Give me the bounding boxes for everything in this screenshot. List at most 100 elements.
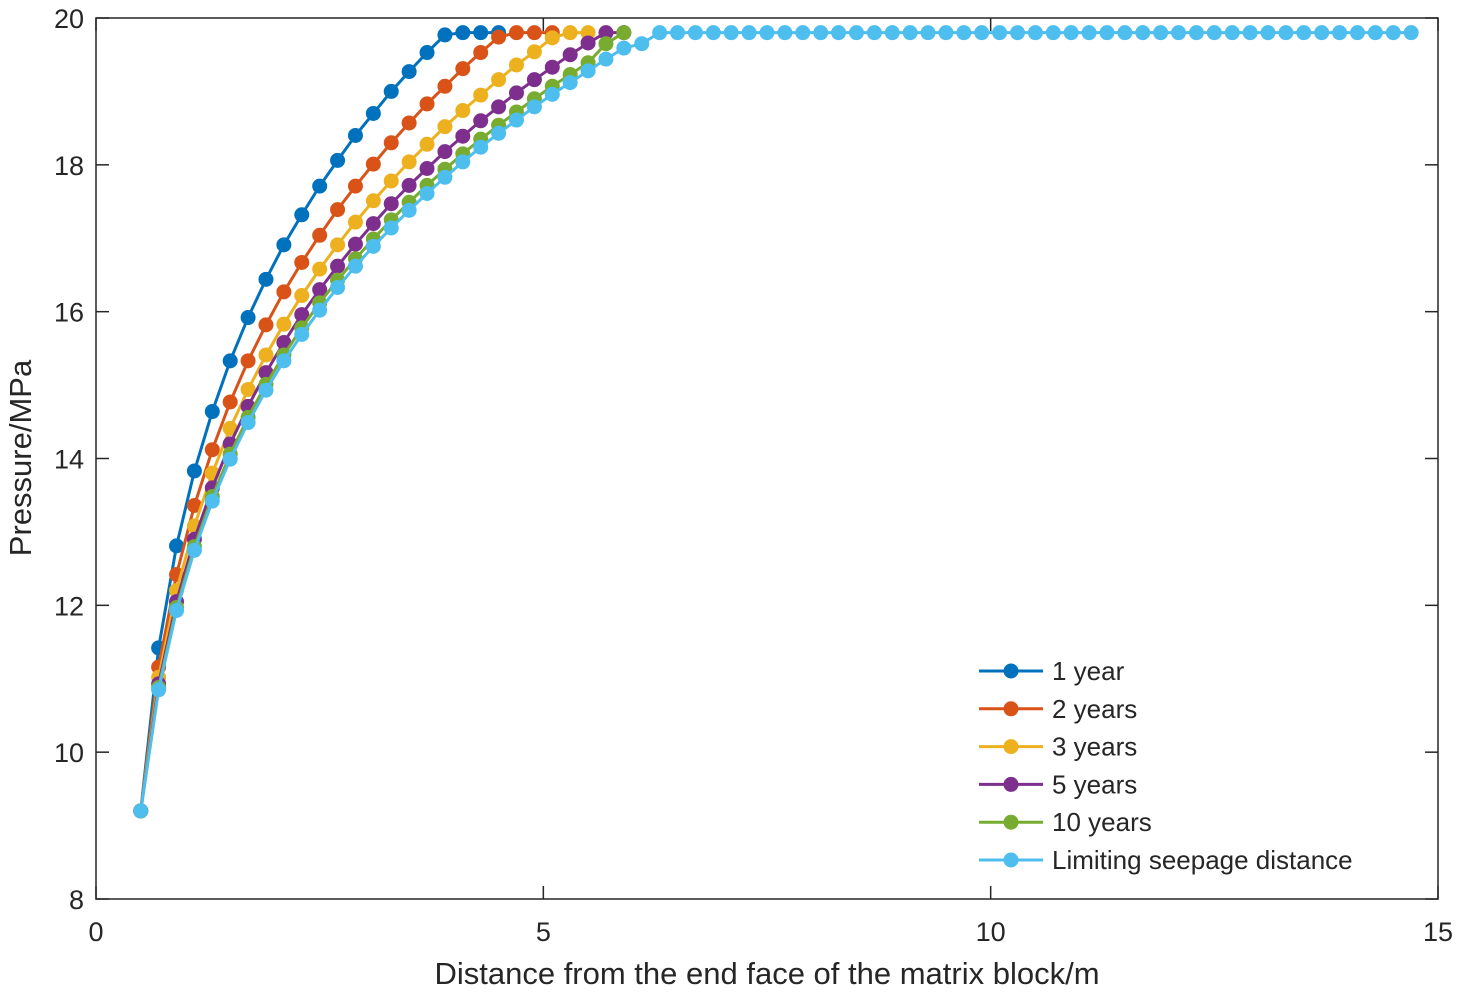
- data-point: [347, 214, 363, 230]
- data-point: [1117, 25, 1133, 41]
- data-point: [455, 61, 471, 77]
- data-point: [133, 803, 149, 819]
- data-point: [974, 25, 990, 41]
- data-point: [294, 288, 310, 304]
- data-point: [222, 394, 238, 410]
- data-point: [294, 207, 310, 223]
- data-point: [1349, 25, 1365, 41]
- data-point: [419, 185, 435, 201]
- series-line: [139, 31, 625, 812]
- data-point: [1027, 25, 1043, 41]
- data-point: [473, 25, 489, 41]
- data-point: [455, 128, 471, 144]
- data-point: [723, 25, 739, 41]
- data-point: [1188, 25, 1204, 41]
- y-tick-label: 20: [54, 4, 84, 34]
- data-point: [365, 238, 381, 254]
- legend-label: 1 year: [1052, 656, 1125, 686]
- data-point: [652, 25, 668, 41]
- data-point: [938, 25, 954, 41]
- data-point: [562, 25, 578, 41]
- x-tick-label: 15: [1423, 917, 1453, 947]
- data-point: [508, 25, 524, 41]
- data-point: [437, 169, 453, 185]
- data-point: [312, 302, 328, 318]
- data-point: [365, 216, 381, 232]
- x-tick-label: 10: [976, 917, 1006, 947]
- data-point: [276, 353, 292, 369]
- data-point: [544, 59, 560, 75]
- data-point: [526, 44, 542, 60]
- data-point: [222, 420, 238, 436]
- x-tick-label: 0: [88, 917, 103, 947]
- x-tick-label: 5: [536, 917, 551, 947]
- data-point: [759, 25, 775, 41]
- data-point: [204, 404, 220, 420]
- data-point: [258, 347, 274, 363]
- data-point: [347, 258, 363, 274]
- data-point: [383, 83, 399, 99]
- data-point: [884, 25, 900, 41]
- data-point: [437, 78, 453, 94]
- legend-marker: [1003, 852, 1019, 868]
- data-point: [634, 36, 650, 52]
- data-point: [276, 335, 292, 350]
- legend-marker: [1003, 814, 1019, 830]
- data-point: [1296, 25, 1312, 41]
- data-point: [1081, 25, 1097, 41]
- data-point: [276, 316, 292, 332]
- data-point: [920, 25, 936, 41]
- data-point: [687, 25, 703, 41]
- data-point: [1314, 25, 1330, 41]
- data-point: [670, 25, 686, 41]
- data-point: [580, 63, 596, 79]
- data-point: [330, 279, 346, 295]
- data-point: [1278, 25, 1294, 41]
- data-point: [401, 64, 417, 80]
- data-point: [1367, 25, 1383, 41]
- data-point: [598, 51, 614, 67]
- data-point: [347, 178, 363, 194]
- data-point: [276, 237, 292, 253]
- legend-item: 3 years: [979, 732, 1137, 762]
- legend-label: Limiting seepage distance: [1052, 845, 1353, 875]
- data-point: [294, 326, 310, 342]
- data-point: [419, 161, 435, 176]
- data-point: [312, 227, 328, 243]
- data-point: [330, 152, 346, 168]
- data-point: [222, 451, 238, 467]
- data-point: [902, 25, 918, 41]
- data-point: [777, 25, 793, 41]
- data-point: [347, 127, 363, 143]
- data-point: [401, 177, 417, 193]
- data-point: [508, 57, 524, 73]
- data-point: [1153, 25, 1169, 41]
- x-axis-label: Distance from the end face of the matrix…: [434, 956, 1099, 991]
- data-point: [419, 96, 435, 112]
- data-point: [240, 381, 256, 397]
- legend-marker: [1003, 776, 1019, 792]
- data-point: [222, 353, 238, 369]
- data-point: [204, 493, 220, 509]
- data-point: [347, 236, 363, 252]
- data-point: [1010, 25, 1026, 41]
- data-point: [491, 29, 507, 45]
- legend-label: 3 years: [1052, 732, 1137, 762]
- data-point: [526, 99, 542, 115]
- y-tick-label: 16: [54, 298, 84, 328]
- data-point: [508, 85, 524, 101]
- legend-marker: [1003, 663, 1019, 679]
- data-point: [401, 115, 417, 131]
- legend-label: 5 years: [1052, 769, 1137, 799]
- data-point: [1045, 25, 1061, 41]
- data-point: [151, 682, 167, 698]
- data-point: [294, 307, 310, 323]
- data-point: [1224, 25, 1240, 41]
- data-point: [383, 196, 399, 212]
- data-point: [1403, 25, 1419, 41]
- data-point: [831, 25, 847, 41]
- data-point: [813, 25, 829, 41]
- data-point: [437, 119, 453, 135]
